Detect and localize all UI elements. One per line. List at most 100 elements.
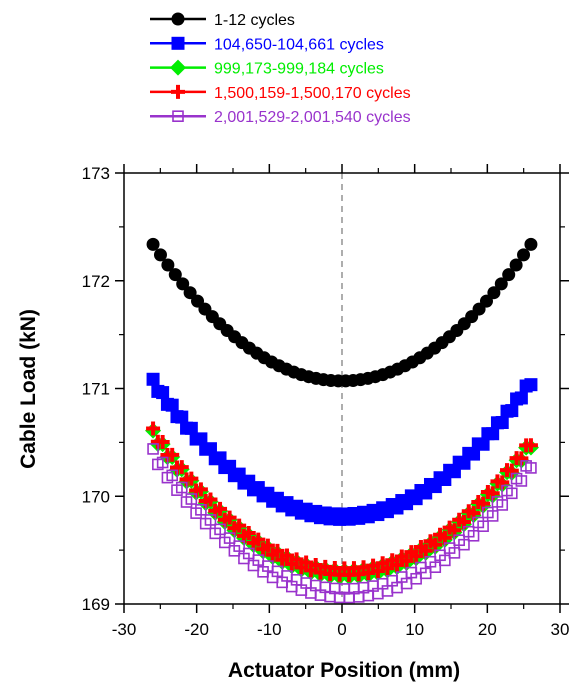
data-point: [147, 443, 159, 455]
x-tick-label: -10: [257, 620, 282, 639]
data-point: [279, 548, 294, 563]
series-1: [146, 237, 538, 388]
data-point: [299, 555, 314, 570]
data-point: [479, 294, 493, 308]
data-point: [156, 386, 170, 400]
data-point: [193, 482, 208, 497]
legend-label: 104,650-104,661 cycles: [214, 36, 384, 53]
series-5: [147, 443, 537, 604]
data-point: [185, 493, 198, 505]
data-point: [418, 543, 433, 558]
data-point: [502, 268, 516, 282]
data-point: [161, 258, 175, 272]
axes: -30 -20 -10 0 10 20 30 169 170 171 172 173: [82, 164, 570, 639]
x-tick-label: 10: [405, 620, 424, 639]
data-point: [486, 510, 499, 522]
data-point: [204, 514, 217, 526]
data-point: [165, 398, 179, 412]
legend-entry: 2,001,529-2,001,540 cycles: [150, 109, 411, 126]
data-point: [487, 286, 501, 300]
data-point: [146, 421, 161, 436]
legend-marker: [171, 84, 185, 99]
data-point: [168, 268, 182, 282]
data-point: [174, 460, 189, 475]
data-point: [428, 537, 443, 552]
data-point: [517, 248, 531, 262]
data-point: [380, 561, 395, 576]
legend-entry: 104,650-104,661 cycles: [150, 36, 384, 53]
data-point: [429, 561, 442, 574]
data-point: [176, 277, 190, 291]
x-tick-label: -30: [112, 620, 137, 639]
y-tick-label: 170: [82, 487, 110, 506]
data-point: [214, 523, 226, 536]
data-point: [184, 471, 199, 486]
data-point: [223, 532, 236, 544]
data-point: [496, 499, 509, 511]
y-tick-label: 172: [82, 272, 110, 291]
x-tick-label: 0: [337, 620, 346, 639]
legend-entry: 999,173-999,184 cycles: [150, 59, 384, 78]
data-point: [222, 510, 237, 525]
data-point: [183, 286, 197, 300]
data-point: [524, 378, 538, 392]
data-point: [153, 248, 167, 262]
data-point: [486, 427, 500, 441]
x-tick-label: 20: [478, 620, 497, 639]
data-point: [399, 553, 414, 568]
data-point: [194, 432, 208, 446]
data-point: [495, 415, 509, 429]
data-point: [213, 501, 228, 516]
data-point: [390, 557, 405, 572]
legend-marker: [171, 12, 185, 26]
data-point: [523, 438, 538, 453]
data-point: [477, 520, 489, 532]
legend-label: 2,001,529-2,001,540 cycles: [214, 109, 411, 126]
legend-label: 1,500,159-1,500,170 cycles: [214, 85, 411, 102]
y-axis-title: Cable Load (kN): [17, 309, 40, 469]
data-point: [370, 563, 385, 578]
y-tick-label: 169: [82, 595, 110, 614]
data-point: [232, 518, 247, 533]
data-point: [409, 549, 424, 564]
data-point: [509, 258, 523, 272]
y-tick-label: 173: [82, 164, 110, 183]
data-point: [251, 532, 266, 547]
data-point: [458, 538, 470, 551]
data-point: [439, 554, 451, 567]
data-point: [184, 421, 198, 435]
legend-entry: 1-12 cycles: [150, 12, 295, 29]
data-point: [524, 237, 538, 251]
data-point: [242, 547, 255, 560]
data-point: [233, 540, 245, 552]
legend-entry: 1,500,159-1,500,170 cycles: [150, 84, 411, 102]
legend: 1-12 cycles 104,650-104,661 cycles 999,173…: [150, 12, 411, 126]
data-point: [467, 447, 481, 461]
legend-marker: [171, 36, 185, 50]
data-point: [467, 529, 480, 542]
data-point: [146, 372, 160, 386]
data-point: [165, 447, 180, 462]
data-point: [514, 391, 528, 405]
x-tick-label: 30: [551, 620, 570, 639]
data-point: [419, 567, 432, 580]
series-4: [146, 421, 538, 582]
data-point: [289, 552, 304, 567]
data-point: [175, 410, 189, 424]
y-tick-label: 171: [82, 380, 110, 399]
legend-label: 1-12 cycles: [214, 12, 295, 29]
data-point: [506, 487, 518, 500]
legend-marker: [170, 59, 186, 76]
legend-label: 999,173-999,184 cycles: [214, 61, 384, 78]
data-point: [203, 492, 218, 507]
data-point: [476, 437, 490, 451]
series-layer: [145, 237, 539, 604]
data-point: [166, 469, 178, 482]
x-tick-label: -20: [184, 620, 209, 639]
data-point: [156, 456, 169, 469]
data-point: [505, 404, 519, 418]
series-2: [146, 372, 538, 526]
data-point: [448, 547, 461, 559]
data-point: [494, 277, 508, 291]
